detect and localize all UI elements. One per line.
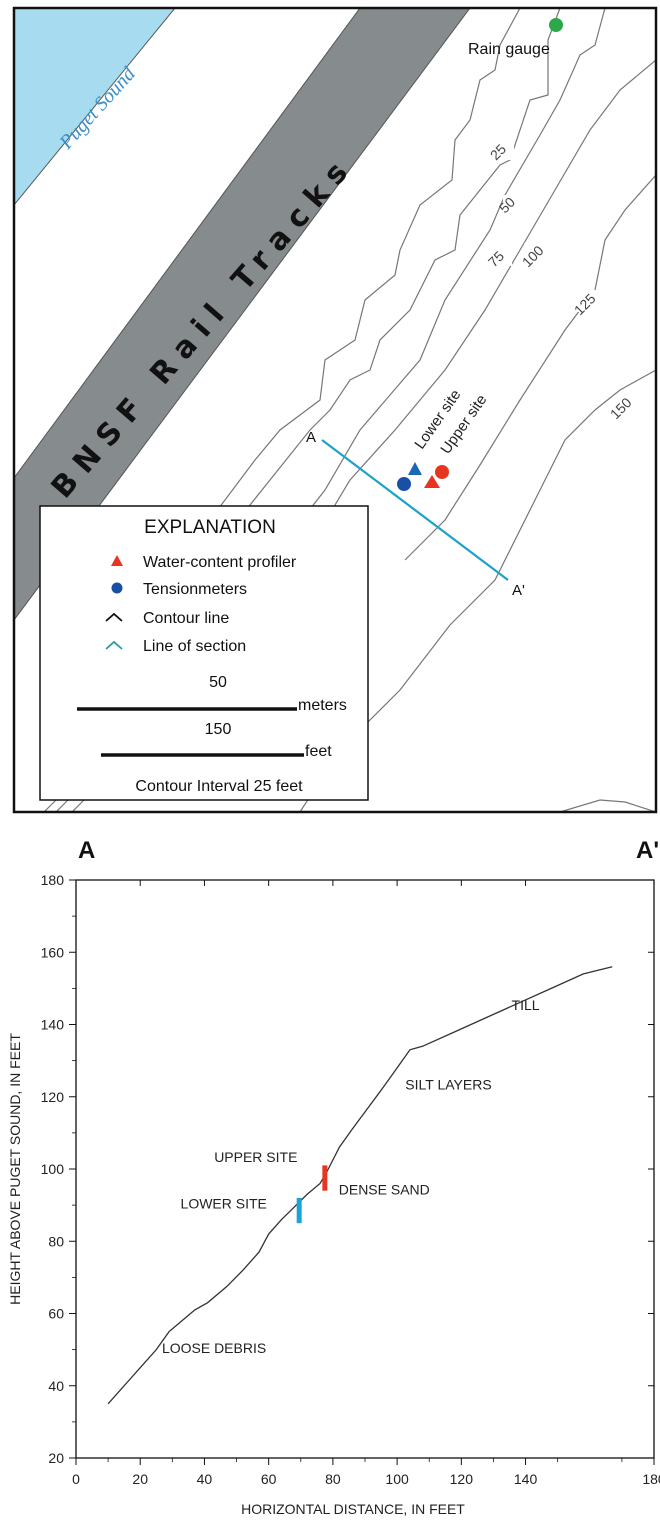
x-tick-label: 60 bbox=[261, 1471, 277, 1487]
x-axis-label: HORIZONTAL DISTANCE, IN FEET bbox=[241, 1501, 465, 1517]
rail-tracks-band bbox=[14, 8, 471, 621]
x-tick-label: 0 bbox=[72, 1471, 80, 1487]
profiler-legend-icon bbox=[111, 555, 123, 566]
legend: EXPLANATION Water-content profiler Tensi… bbox=[39, 505, 369, 801]
y-tick-label: 40 bbox=[48, 1378, 64, 1394]
x-tick-label: 180 bbox=[642, 1471, 660, 1487]
ground-surface-profile-line bbox=[107, 966, 613, 1405]
y-tick-label: 20 bbox=[48, 1450, 64, 1466]
x-tick-label: 40 bbox=[197, 1471, 213, 1487]
y-tick-label: 140 bbox=[41, 1017, 65, 1033]
contour-line bbox=[299, 369, 656, 812]
scale-meters-value: 50 bbox=[209, 674, 227, 691]
annotation-lower-site: LOWER SITE bbox=[181, 1196, 267, 1212]
lower-site-tensiometer-marker bbox=[397, 477, 411, 491]
y-tick-label: 60 bbox=[48, 1306, 64, 1322]
contour-lines bbox=[169, 8, 656, 812]
contour-line bbox=[169, 8, 521, 571]
annotation-loose-debris: LOOSE DEBRIS bbox=[162, 1340, 266, 1356]
upper-site-tensiometer-marker bbox=[435, 465, 449, 479]
rain-gauge-label: Rain gauge bbox=[468, 41, 550, 58]
cross-section-chart: A A' 0 20 40 60 80 100 120 140 180 20 40 60 80 100 120… bbox=[7, 837, 660, 1517]
tensiometer-legend-icon bbox=[111, 582, 123, 594]
x-tick-label: 20 bbox=[132, 1471, 148, 1487]
section-line bbox=[321, 439, 509, 581]
annotation-silt-layers: SILT LAYERS bbox=[405, 1077, 491, 1093]
legend-tensiometers-label: Tensionmeters bbox=[143, 581, 247, 598]
contour-line bbox=[269, 8, 606, 561]
contour-line bbox=[404, 174, 656, 561]
scale-feet-value: 150 bbox=[205, 721, 232, 738]
y-tick-label: 80 bbox=[48, 1233, 64, 1249]
contour-line bbox=[299, 59, 656, 571]
x-tick-label: 100 bbox=[385, 1471, 409, 1487]
section-label-right: A' bbox=[636, 837, 659, 864]
chart-plot-area: 0 20 40 60 80 100 120 140 180 20 40 60 80 100 120 140 16… bbox=[7, 872, 660, 1517]
y-axis-label: HEIGHT ABOVE PUGET SOUND, IN FEET bbox=[7, 1033, 23, 1305]
y-tick-label: 100 bbox=[41, 1161, 65, 1177]
scale-feet-unit: feet bbox=[305, 743, 332, 760]
legend-contour-interval: Contour Interval 25 feet bbox=[135, 778, 303, 795]
upper-site-profiler-marker bbox=[424, 475, 440, 488]
section-label-left: A bbox=[78, 837, 95, 864]
lower-site-profiler-marker bbox=[408, 462, 422, 475]
contour-legend-icon bbox=[105, 612, 123, 622]
legend-contour-label: Contour line bbox=[143, 610, 229, 627]
section-legend-icon bbox=[105, 640, 123, 650]
x-tick-label: 120 bbox=[450, 1471, 474, 1487]
legend-profiler-label: Water-content profiler bbox=[143, 554, 297, 571]
legend-title: EXPLANATION bbox=[144, 517, 276, 538]
rain-gauge-marker bbox=[549, 18, 563, 32]
x-tick-label: 140 bbox=[514, 1471, 538, 1487]
section-end-label: A' bbox=[512, 582, 525, 599]
map-frame bbox=[12, 6, 658, 814]
puget-sound-water bbox=[14, 8, 176, 206]
annotation-dense-sand: DENSE SAND bbox=[339, 1181, 430, 1197]
site-map: Puget Sound BNSF Rail Tracks 25 50 75 10… bbox=[12, 6, 658, 814]
annotation-till: TILL bbox=[512, 997, 540, 1013]
contour-line bbox=[559, 799, 656, 812]
y-tick-label: 160 bbox=[41, 944, 65, 960]
annotation-upper-site: UPPER SITE bbox=[214, 1149, 297, 1165]
y-tick-label: 120 bbox=[41, 1089, 65, 1105]
contour-line bbox=[199, 8, 561, 571]
scale-meters-unit: meters bbox=[298, 697, 347, 714]
plot-frame bbox=[75, 879, 655, 1459]
legend-section-label: Line of section bbox=[143, 638, 246, 655]
section-start-label: A bbox=[306, 429, 316, 446]
x-tick-label: 80 bbox=[325, 1471, 341, 1487]
y-tick-label: 180 bbox=[41, 872, 65, 888]
